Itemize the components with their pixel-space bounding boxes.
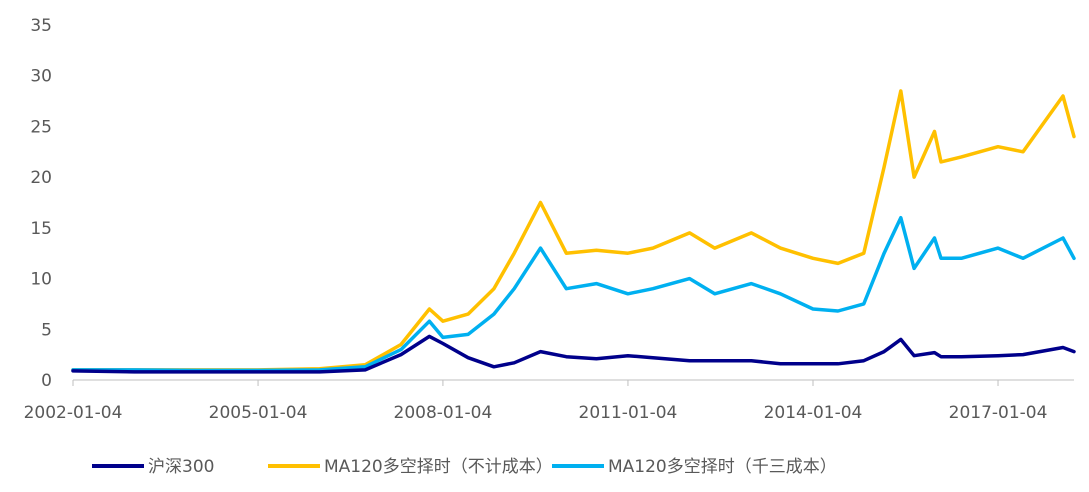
legend-label-1: 沪深300 [148, 457, 214, 477]
y-tick-label: 5 [41, 320, 52, 340]
y-tick-label: 15 [30, 219, 52, 239]
y-tick-label: 25 [30, 117, 52, 137]
x-axis-ticks: 2002-01-04 2005-01-04 2008-01-04 2011-01-04… [24, 380, 1048, 423]
y-tick-label: 20 [30, 168, 52, 188]
x-tick-label: 2008-01-04 [394, 403, 493, 423]
y-tick-label: 0 [41, 371, 52, 391]
x-tick-label: 2014-01-04 [764, 403, 863, 423]
series-line-3 [71, 215, 1076, 373]
x-tick-label: 2002-01-04 [24, 403, 123, 423]
y-tick-label: 30 [30, 67, 52, 87]
series-layer [71, 89, 1076, 374]
x-tick-label: 2011-01-04 [579, 403, 678, 423]
legend-label-2: MA120多空择时（不计成本） [324, 457, 553, 477]
y-axis-ticks: 0 5 10 15 20 25 30 35 [30, 16, 52, 391]
legend: 沪深300 MA120多空择时（不计成本） MA120多空择时（千三成本） [92, 457, 837, 477]
x-tick-label: 2005-01-04 [209, 403, 308, 423]
y-tick-label: 10 [30, 270, 52, 290]
legend-label-3: MA120多空择时（千三成本） [608, 457, 837, 477]
x-tick-label: 2017-01-04 [949, 403, 1048, 423]
series-line-2 [71, 89, 1076, 372]
series-line-1 [71, 334, 1076, 374]
y-tick-label: 35 [30, 16, 52, 36]
